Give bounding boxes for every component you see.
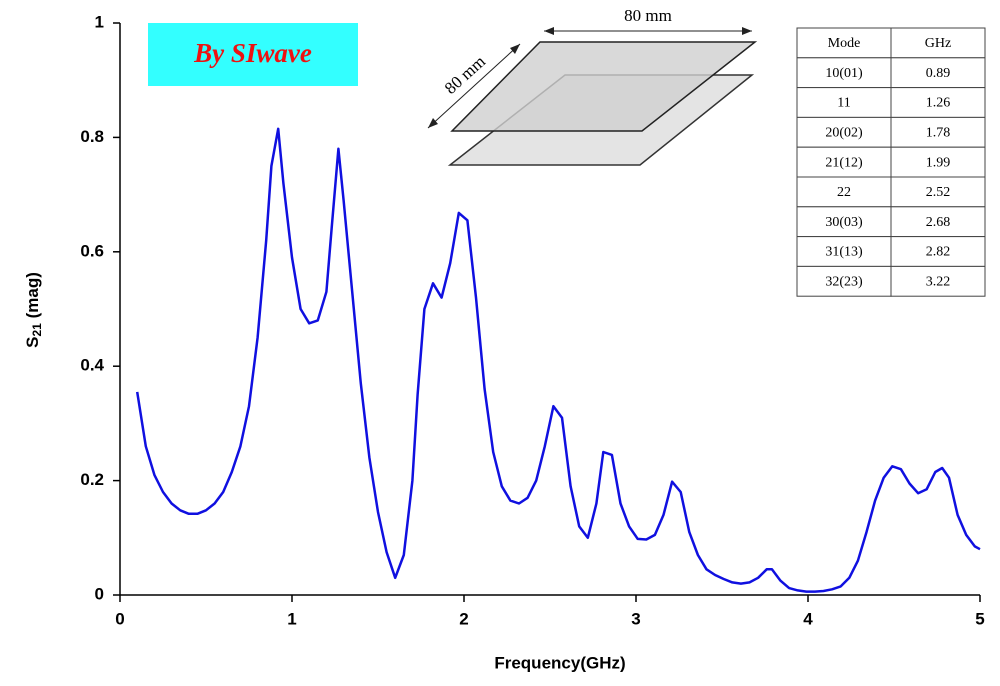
x-axis-label: Frequency(GHz) (494, 653, 625, 672)
table-cell (890, 116, 986, 148)
table-cell-text: 1.26 (926, 96, 951, 111)
x-tick-label: 2 (459, 609, 468, 628)
table-cell-text: 2.68 (926, 215, 951, 230)
table-cell (890, 176, 986, 208)
table-cell (796, 265, 892, 297)
table-cell (796, 116, 892, 148)
dimension-arrow (427, 43, 521, 129)
table-cell-text: 2.82 (926, 245, 951, 260)
table-header-text: GHz (925, 36, 951, 51)
table-cell-text: 3.22 (926, 275, 951, 290)
table-cell-text: 2.52 (926, 185, 951, 200)
table-cell (890, 265, 986, 297)
table-cell (890, 146, 986, 178)
table-cell-text: 32(23) (825, 275, 863, 290)
table-cell (890, 87, 986, 118)
x-tick-label: 3 (631, 609, 640, 628)
table-cell-text: 10(01) (825, 66, 863, 81)
table-cell-text: 1.99 (926, 155, 951, 170)
y-tick-label: 0.6 (80, 241, 104, 260)
table-cell (890, 57, 986, 89)
x-tick-label: 0 (115, 609, 124, 628)
arrow-head (428, 118, 438, 128)
y-tick-label: 1 (95, 12, 104, 31)
table-header-text: Mode (828, 36, 861, 51)
table-cell (796, 236, 892, 267)
table-cell (890, 206, 986, 238)
y-label-main: S (23, 337, 42, 348)
mode-table: Mode GHz 10(01) 0.89 11 1.26 20(02) 1.78 21(12) 1… (796, 27, 986, 297)
y-tick-label: 0.8 (80, 127, 104, 146)
y-label-rest: (mag) (23, 272, 42, 323)
table-cell (890, 27, 986, 59)
y-label-sub: 21 (30, 323, 44, 337)
y-tick-label: 0 (95, 584, 104, 603)
arrow-head (544, 27, 554, 35)
depth-label: 80 mm (441, 52, 489, 98)
annotation-box (148, 23, 358, 86)
y-axis-label: S21 (mag) (23, 272, 44, 348)
x-tick-label: 1 (287, 609, 296, 628)
annotation: By SIwave (193, 38, 312, 68)
top-plate (450, 41, 758, 132)
table-cell-text: 30(03) (825, 215, 863, 230)
width-label: 80 mm (624, 6, 672, 25)
table-cell-text: 20(02) (825, 126, 863, 141)
plates-diagram (427, 27, 758, 166)
table-cell (796, 146, 892, 178)
table-cell-text: 21(12) (825, 155, 863, 170)
table-cell-text: 31(13) (825, 245, 863, 260)
data-line (135, 127, 981, 593)
arrow-head (510, 44, 520, 54)
table-cell-text: 22 (837, 185, 851, 200)
arrow-head (742, 27, 752, 35)
table-cell-text: 0.89 (926, 66, 951, 81)
x-tick-label: 5 (975, 609, 984, 628)
table-cell-text: 1.78 (926, 126, 951, 141)
table-cell-text: 11 (837, 96, 850, 111)
table-cell (796, 206, 892, 238)
y-tick-label: 0.2 (80, 470, 104, 489)
y-tick-label: 0.4 (80, 356, 104, 375)
x-tick-label: 4 (803, 609, 813, 628)
table-cell (796, 27, 892, 59)
